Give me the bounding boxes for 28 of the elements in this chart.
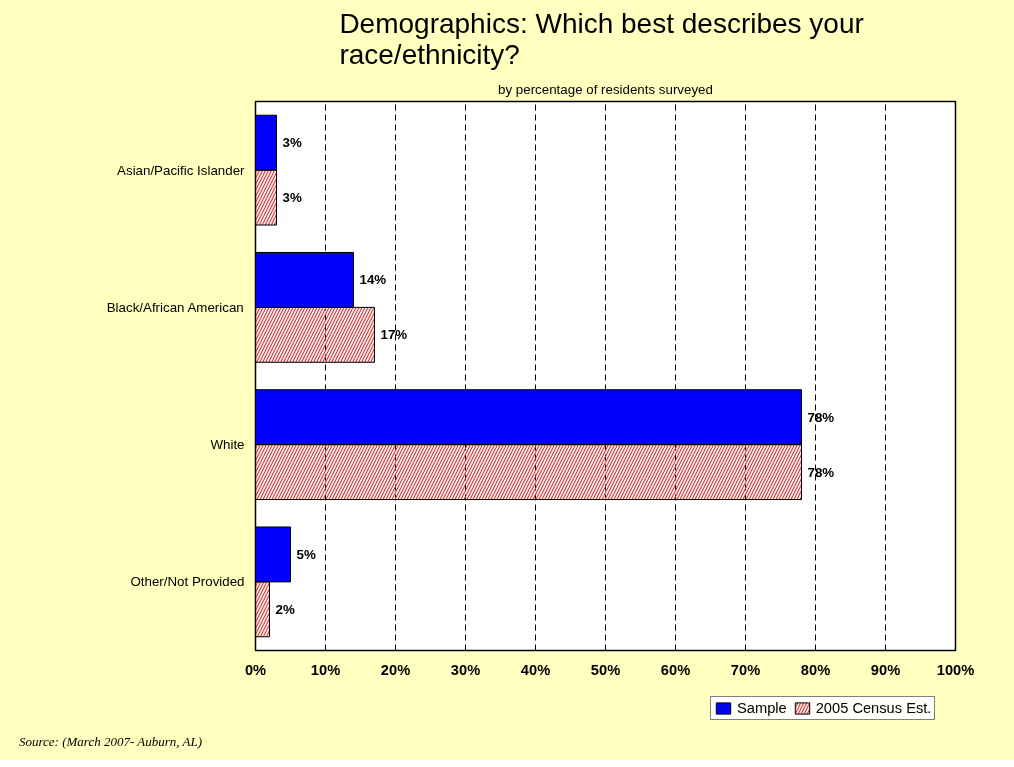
x-tick-label: 80% — [800, 661, 831, 678]
data-label: 14% — [359, 272, 387, 288]
y-tick-label: White — [210, 437, 245, 453]
x-tick-label: 20% — [380, 661, 411, 678]
data-label: 78% — [807, 409, 835, 425]
x-tick-label: 50% — [590, 661, 621, 678]
legend-label: Sample — [737, 700, 787, 716]
y-tick-label: Asian/Pacific Islander — [117, 162, 246, 178]
x-tick-label: 30% — [450, 661, 481, 678]
data-label: 78% — [807, 464, 835, 480]
source-note: Source: (March 2007- Auburn, AL) — [19, 733, 203, 751]
x-tick-label: 90% — [870, 661, 901, 678]
x-tick-label: 10% — [310, 661, 341, 678]
data-label: 2% — [275, 601, 295, 617]
data-label: 5% — [296, 546, 316, 562]
x-tick-label: 70% — [730, 661, 761, 678]
legend-label: 2005 Census Est. — [815, 700, 932, 716]
data-label: 17% — [380, 327, 408, 343]
chart-subtitle: by percentage of residents surveyed — [498, 81, 713, 97]
x-tick-label: 40% — [520, 661, 551, 678]
x-tick-label: 60% — [660, 661, 691, 678]
x-tick-label: 100% — [936, 661, 975, 678]
data-label: 3% — [282, 190, 302, 206]
y-tick-label: Black/African American — [106, 299, 244, 315]
data-label: 3% — [282, 135, 302, 151]
x-tick-label: 0% — [244, 661, 267, 678]
chart-title: Demographics: Which best describes your race/ethnicity? — [339, 7, 864, 70]
y-tick-label: Other/Not Provided — [130, 574, 245, 590]
